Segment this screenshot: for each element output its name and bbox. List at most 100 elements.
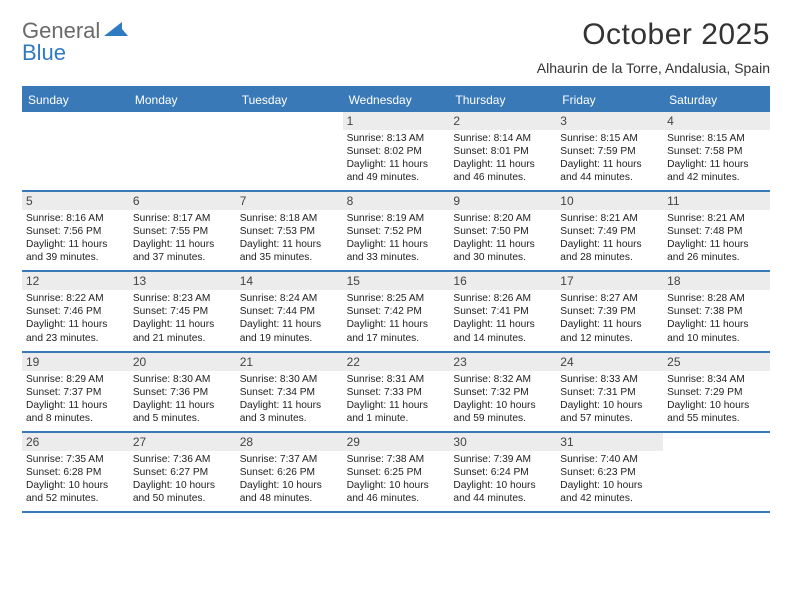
day-detail: Sunrise: 8:26 AMSunset: 7:41 PMDaylight:… bbox=[453, 292, 552, 344]
day-number bbox=[236, 112, 343, 130]
day-sunrise: Sunrise: 8:28 AM bbox=[667, 292, 766, 305]
day-sunset: Sunset: 6:23 PM bbox=[560, 466, 659, 479]
day-day2: and 35 minutes. bbox=[240, 251, 339, 264]
calendar-cell: 9Sunrise: 8:20 AMSunset: 7:50 PMDaylight… bbox=[449, 192, 556, 270]
brand-text: General Blue bbox=[22, 20, 100, 64]
day-number: 28 bbox=[236, 433, 343, 451]
calendar-cell: 29Sunrise: 7:38 AMSunset: 6:25 PMDayligh… bbox=[343, 433, 450, 511]
day-number: 2 bbox=[449, 112, 556, 130]
title-block: October 2025 Alhaurin de la Torre, Andal… bbox=[537, 18, 770, 80]
day-sunset: Sunset: 7:45 PM bbox=[133, 305, 232, 318]
day-number: 1 bbox=[343, 112, 450, 130]
day-detail: Sunrise: 8:25 AMSunset: 7:42 PMDaylight:… bbox=[347, 292, 446, 344]
calendar-cell: 28Sunrise: 7:37 AMSunset: 6:26 PMDayligh… bbox=[236, 433, 343, 511]
day-day2: and 44 minutes. bbox=[560, 171, 659, 184]
day-sunrise: Sunrise: 8:30 AM bbox=[240, 373, 339, 386]
day-day1: Daylight: 11 hours bbox=[240, 399, 339, 412]
calendar-body: 1 Sunrise: 8:13 AMSunset: 8:02 PMDaylight… bbox=[22, 112, 770, 513]
day-sunrise: Sunrise: 8:21 AM bbox=[560, 212, 659, 225]
weekday-header: Sunday bbox=[22, 88, 129, 112]
day-day1: Daylight: 11 hours bbox=[26, 318, 125, 331]
day-number: 10 bbox=[556, 192, 663, 210]
day-number: 24 bbox=[556, 353, 663, 371]
day-detail: Sunrise: 7:38 AMSunset: 6:25 PMDaylight:… bbox=[347, 453, 446, 505]
day-detail: Sunrise: 8:23 AMSunset: 7:45 PMDaylight:… bbox=[133, 292, 232, 344]
day-sunset: Sunset: 7:34 PM bbox=[240, 386, 339, 399]
weekday-header: Friday bbox=[556, 88, 663, 112]
calendar-week: 5 Sunrise: 8:16 AMSunset: 7:56 PMDaylight… bbox=[22, 192, 770, 272]
calendar-week: 19Sunrise: 8:29 AMSunset: 7:37 PMDayligh… bbox=[22, 353, 770, 433]
day-detail: Sunrise: 8:13 AMSunset: 8:02 PMDaylight:… bbox=[347, 132, 446, 184]
weekday-header: Saturday bbox=[663, 88, 770, 112]
calendar-cell: 26Sunrise: 7:35 AMSunset: 6:28 PMDayligh… bbox=[22, 433, 129, 511]
day-sunset: Sunset: 7:55 PM bbox=[133, 225, 232, 238]
day-sunset: Sunset: 7:38 PM bbox=[667, 305, 766, 318]
day-detail: Sunrise: 8:31 AMSunset: 7:33 PMDaylight:… bbox=[347, 373, 446, 425]
calendar-week: 12Sunrise: 8:22 AMSunset: 7:46 PMDayligh… bbox=[22, 272, 770, 352]
day-sunset: Sunset: 7:58 PM bbox=[667, 145, 766, 158]
day-sunrise: Sunrise: 8:14 AM bbox=[453, 132, 552, 145]
day-sunrise: Sunrise: 8:21 AM bbox=[667, 212, 766, 225]
day-day1: Daylight: 11 hours bbox=[453, 318, 552, 331]
day-sunset: Sunset: 6:27 PM bbox=[133, 466, 232, 479]
weekday-header: Monday bbox=[129, 88, 236, 112]
calendar-cell bbox=[129, 112, 236, 190]
day-day1: Daylight: 11 hours bbox=[347, 158, 446, 171]
calendar-cell: 21 Sunrise: 8:30 AMSunset: 7:34 PMDayligh… bbox=[236, 353, 343, 431]
day-number: 13 bbox=[129, 272, 236, 290]
day-number: 9 bbox=[449, 192, 556, 210]
day-day2: and 48 minutes. bbox=[240, 492, 339, 505]
calendar-cell: 25Sunrise: 8:34 AMSunset: 7:29 PMDayligh… bbox=[663, 353, 770, 431]
day-sunrise: Sunrise: 7:35 AM bbox=[26, 453, 125, 466]
day-day1: Daylight: 11 hours bbox=[667, 158, 766, 171]
day-number: 23 bbox=[449, 353, 556, 371]
day-day1: Daylight: 11 hours bbox=[26, 399, 125, 412]
day-day2: and 57 minutes. bbox=[560, 412, 659, 425]
day-sunset: Sunset: 8:02 PM bbox=[347, 145, 446, 158]
day-detail: Sunrise: 8:16 AMSunset: 7:56 PMDaylight:… bbox=[26, 212, 125, 264]
day-detail: Sunrise: 8:15 AMSunset: 7:59 PMDaylight:… bbox=[560, 132, 659, 184]
day-sunset: Sunset: 7:56 PM bbox=[26, 225, 125, 238]
day-detail: Sunrise: 8:21 AMSunset: 7:48 PMDaylight:… bbox=[667, 212, 766, 264]
day-day2: and 55 minutes. bbox=[667, 412, 766, 425]
calendar-cell: 6Sunrise: 8:17 AMSunset: 7:55 PMDaylight… bbox=[129, 192, 236, 270]
day-number: 8 bbox=[343, 192, 450, 210]
day-day2: and 44 minutes. bbox=[453, 492, 552, 505]
day-day1: Daylight: 10 hours bbox=[453, 479, 552, 492]
day-day2: and 28 minutes. bbox=[560, 251, 659, 264]
day-day1: Daylight: 11 hours bbox=[347, 318, 446, 331]
day-detail: Sunrise: 8:32 AMSunset: 7:32 PMDaylight:… bbox=[453, 373, 552, 425]
day-number: 21 bbox=[236, 353, 343, 371]
day-day2: and 21 minutes. bbox=[133, 332, 232, 345]
day-day1: Daylight: 11 hours bbox=[347, 238, 446, 251]
day-detail: Sunrise: 8:33 AMSunset: 7:31 PMDaylight:… bbox=[560, 373, 659, 425]
day-sunset: Sunset: 7:39 PM bbox=[560, 305, 659, 318]
day-day1: Daylight: 11 hours bbox=[667, 318, 766, 331]
day-sunrise: Sunrise: 8:23 AM bbox=[133, 292, 232, 305]
day-sunrise: Sunrise: 8:31 AM bbox=[347, 373, 446, 386]
day-sunrise: Sunrise: 8:19 AM bbox=[347, 212, 446, 225]
day-day1: Daylight: 11 hours bbox=[560, 158, 659, 171]
day-detail: Sunrise: 8:27 AMSunset: 7:39 PMDaylight:… bbox=[560, 292, 659, 344]
day-day2: and 14 minutes. bbox=[453, 332, 552, 345]
calendar-cell: 16Sunrise: 8:26 AMSunset: 7:41 PMDayligh… bbox=[449, 272, 556, 350]
day-day2: and 17 minutes. bbox=[347, 332, 446, 345]
calendar-week: 26Sunrise: 7:35 AMSunset: 6:28 PMDayligh… bbox=[22, 433, 770, 513]
day-day2: and 8 minutes. bbox=[26, 412, 125, 425]
calendar-cell: 13 Sunrise: 8:23 AMSunset: 7:45 PMDayligh… bbox=[129, 272, 236, 350]
day-sunset: Sunset: 7:36 PM bbox=[133, 386, 232, 399]
day-day2: and 19 minutes. bbox=[240, 332, 339, 345]
calendar-cell: 17Sunrise: 8:27 AMSunset: 7:39 PMDayligh… bbox=[556, 272, 663, 350]
day-number: 5 bbox=[22, 192, 129, 210]
day-day1: Daylight: 11 hours bbox=[133, 399, 232, 412]
day-day2: and 12 minutes. bbox=[560, 332, 659, 345]
day-day2: and 5 minutes. bbox=[133, 412, 232, 425]
day-number: 6 bbox=[129, 192, 236, 210]
day-detail: Sunrise: 7:40 AMSunset: 6:23 PMDaylight:… bbox=[560, 453, 659, 505]
day-day1: Daylight: 11 hours bbox=[453, 158, 552, 171]
day-day1: Daylight: 11 hours bbox=[560, 238, 659, 251]
day-number bbox=[663, 433, 770, 451]
day-day2: and 46 minutes. bbox=[347, 492, 446, 505]
day-day2: and 33 minutes. bbox=[347, 251, 446, 264]
day-sunrise: Sunrise: 7:36 AM bbox=[133, 453, 232, 466]
